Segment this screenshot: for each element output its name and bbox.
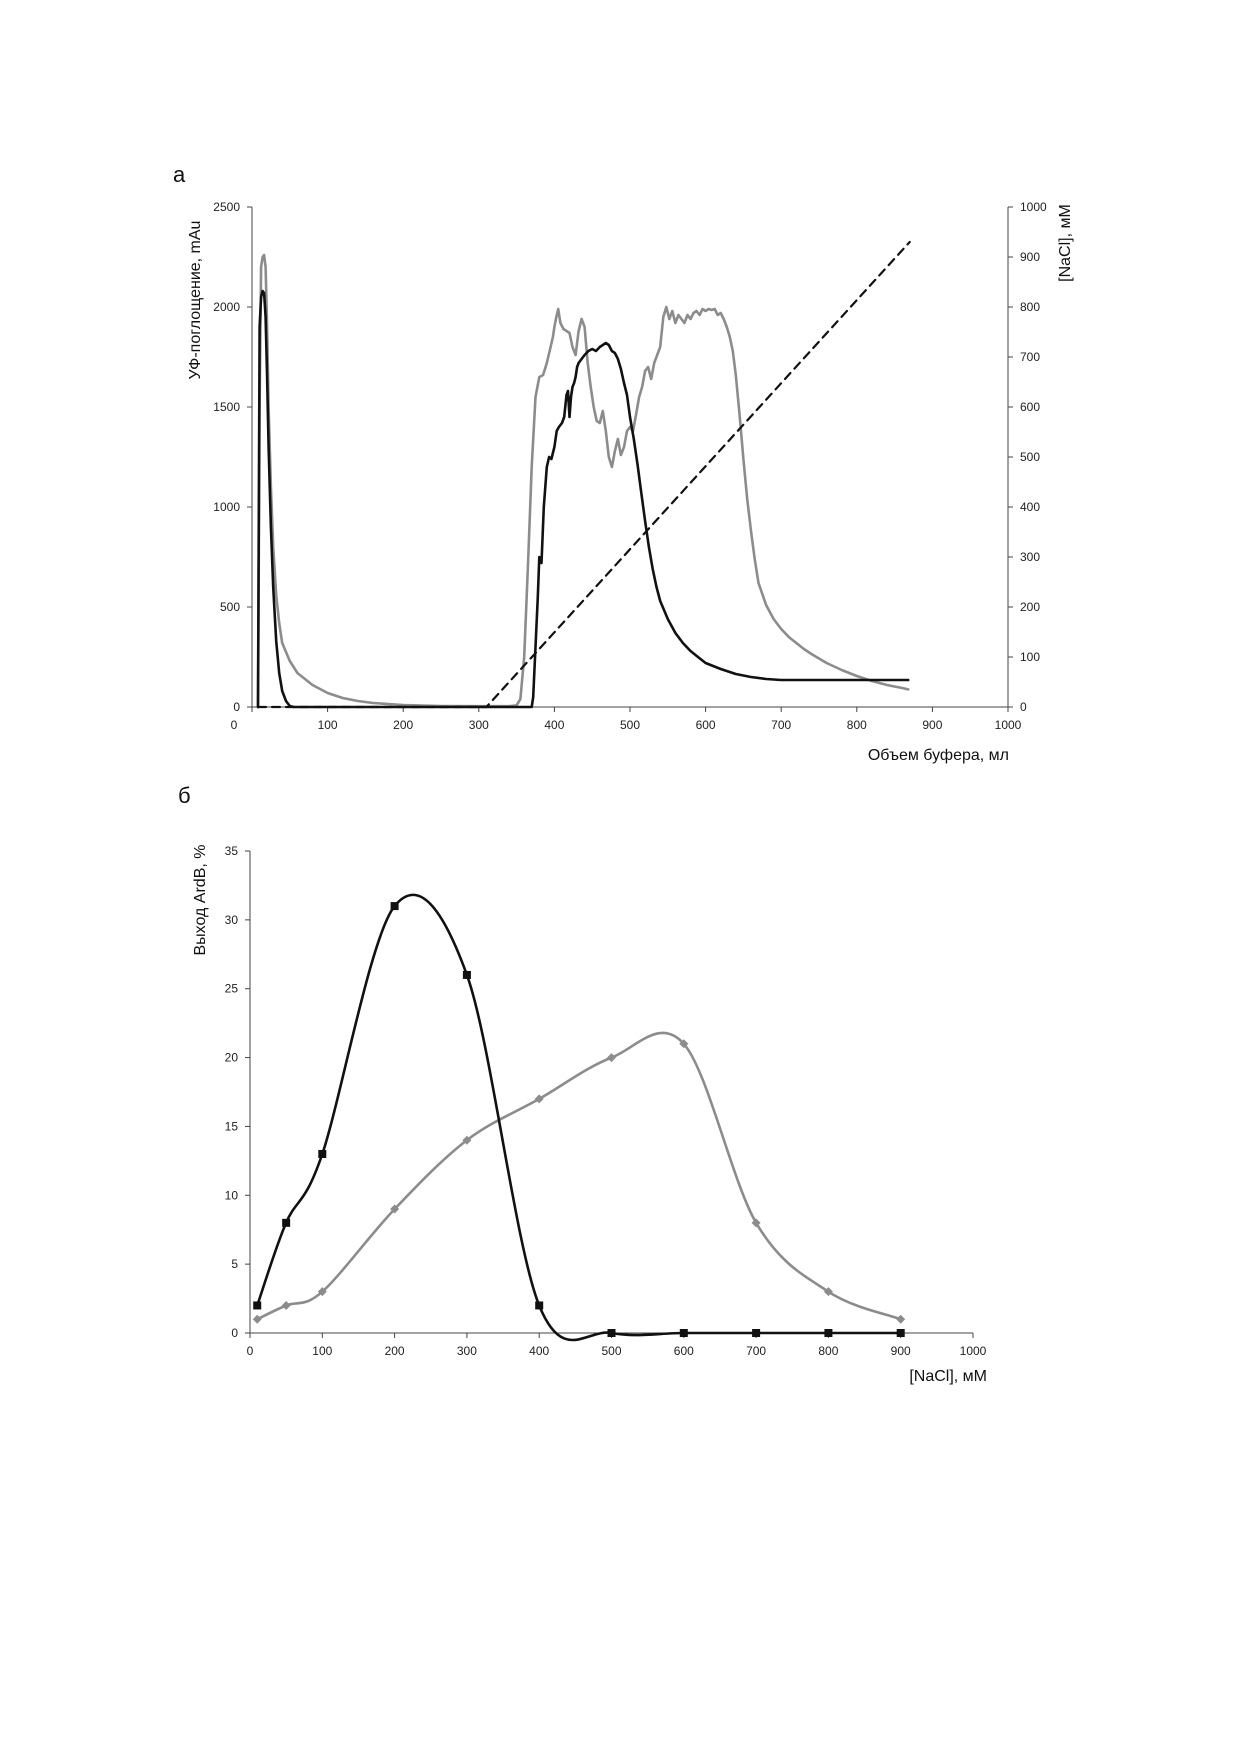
x-tick-label: 100 [312,1344,332,1358]
x-tick-label: 600 [696,718,716,732]
y2-tick-label: 900 [1020,250,1040,264]
series-1-marker [253,1301,262,1310]
x-tick-label: 400 [544,718,564,732]
series-1-marker [282,1218,291,1227]
y2-tick-label: 100 [1020,650,1040,664]
x-axis-title: Объем буфера, мл [868,747,1009,764]
x-tick-label: 600 [674,1344,694,1358]
panel-b-letter: б [178,783,191,808]
series-1-marker [679,1329,688,1337]
y-tick-label: 5 [231,1257,238,1271]
y2-axis-title: [NaCl], мМ [1057,204,1074,282]
x-tick-label: 0 [247,1344,254,1358]
series-2-marker [823,1287,833,1297]
series-2-marker [317,1287,327,1297]
y2-tick-label: 800 [1020,300,1040,314]
x-tick-label: 100 [318,718,338,732]
x-tick-label: 900 [891,1344,911,1358]
series-2-line [256,289,910,709]
x-tick-label: 200 [393,718,413,732]
series-1-marker [896,1329,905,1337]
y2-tick-label: 200 [1020,600,1040,614]
series-1-line [256,253,910,709]
y2-tick-label: 0 [1020,700,1027,714]
y-tick-label: 0 [233,700,240,714]
y-axis-title: УФ-поглощение, mAu [187,221,204,380]
y2-tick-label: 400 [1020,500,1040,514]
y-tick-label: 15 [225,1119,239,1133]
x-tick-label: 400 [529,1344,549,1358]
y-tick-label: 1000 [213,500,240,514]
y-tick-label: 1500 [213,400,240,414]
series-1-marker [752,1329,761,1337]
y-tick-label: 20 [225,1051,239,1065]
series-1-marker [535,1301,544,1310]
series-2-line [256,1031,902,1321]
y-tick-label: 10 [225,1188,239,1202]
series-1-line [255,893,901,1342]
x-tick-label: 200 [385,1344,405,1358]
series-2-marker [679,1039,689,1049]
y-tick-label: 2500 [213,200,240,214]
x-tick-label: 500 [620,718,640,732]
y-axis-title: Выход ArdB, % [192,844,209,955]
x-tick-label: 700 [771,718,791,732]
y2-tick-label: 500 [1020,450,1040,464]
y2-tick-label: 600 [1020,400,1040,414]
y2-tick-label: 1000 [1020,200,1047,214]
panel-a-chart: а0 100 200 300 400 500 600 700 800 900 10000500100… [173,162,1074,764]
series-2-marker [462,1135,472,1145]
x-tick-label: 800 [818,1344,838,1358]
series-2-marker [534,1094,544,1104]
x-tick-label: 500 [601,1344,621,1358]
x-tick-label: 1000 [960,1344,987,1358]
y-tick-label: 25 [225,982,239,996]
series-2-marker [896,1314,906,1324]
y2-tick-label: 700 [1020,350,1040,364]
series-1-marker [390,902,399,911]
x-tick-label: 300 [469,718,489,732]
x-axis-title: [NaCl], мМ [909,1368,987,1385]
series-1-marker [318,1149,327,1158]
panel-a-letter: а [173,162,186,187]
y-tick-label: 2000 [213,300,240,314]
x-tick-label: 700 [746,1344,766,1358]
series-2-marker [281,1300,291,1310]
panel-b-chart: б 0 100 200 300 400 500 600 700 800 900 1000 0 5 10 15 2… [178,783,987,1385]
series-2-marker [252,1314,262,1324]
x-tick-label: 0 [231,718,238,732]
series-1-marker [462,970,471,979]
x-tick-label: 300 [457,1344,477,1358]
x-tick-label: 900 [922,718,942,732]
series-2-marker [607,1053,616,1063]
y-tick-label: 35 [225,844,239,858]
y-tick-label: 0 [231,1326,238,1340]
x-tick-label: 800 [847,718,867,732]
series-2-marker [751,1218,761,1228]
y-tick-label: 30 [225,913,239,927]
series-3-line [256,240,911,709]
x-tick-label: 1000 [995,718,1022,732]
y-tick-label: 500 [220,600,240,614]
series-1-marker [607,1329,616,1337]
series-2-marker [390,1204,400,1214]
y2-tick-label: 300 [1020,550,1040,564]
series-1-marker [824,1329,833,1337]
